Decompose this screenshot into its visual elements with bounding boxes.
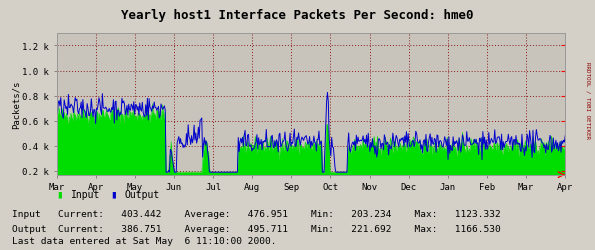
Text: Input   Current:   403.442    Average:   476.951    Min:   203.234    Max:   112: Input Current: 403.442 Average: 476.951 … bbox=[12, 209, 500, 218]
Text: ▮: ▮ bbox=[57, 189, 63, 199]
Text: Last data entered at Sat May  6 11:10:00 2000.: Last data entered at Sat May 6 11:10:00 … bbox=[12, 236, 277, 246]
Text: RRDTOOL / TOBI OETIKER: RRDTOOL / TOBI OETIKER bbox=[585, 62, 590, 138]
Text: Output: Output bbox=[125, 189, 160, 199]
Text: Input: Input bbox=[71, 189, 101, 199]
Text: Yearly host1 Interface Packets Per Second: hme0: Yearly host1 Interface Packets Per Secon… bbox=[121, 9, 474, 22]
Text: Output  Current:   386.751    Average:   495.711    Min:   221.692    Max:   116: Output Current: 386.751 Average: 495.711… bbox=[12, 224, 500, 233]
Y-axis label: Packets/s: Packets/s bbox=[12, 80, 21, 128]
Text: ▮: ▮ bbox=[110, 189, 117, 199]
